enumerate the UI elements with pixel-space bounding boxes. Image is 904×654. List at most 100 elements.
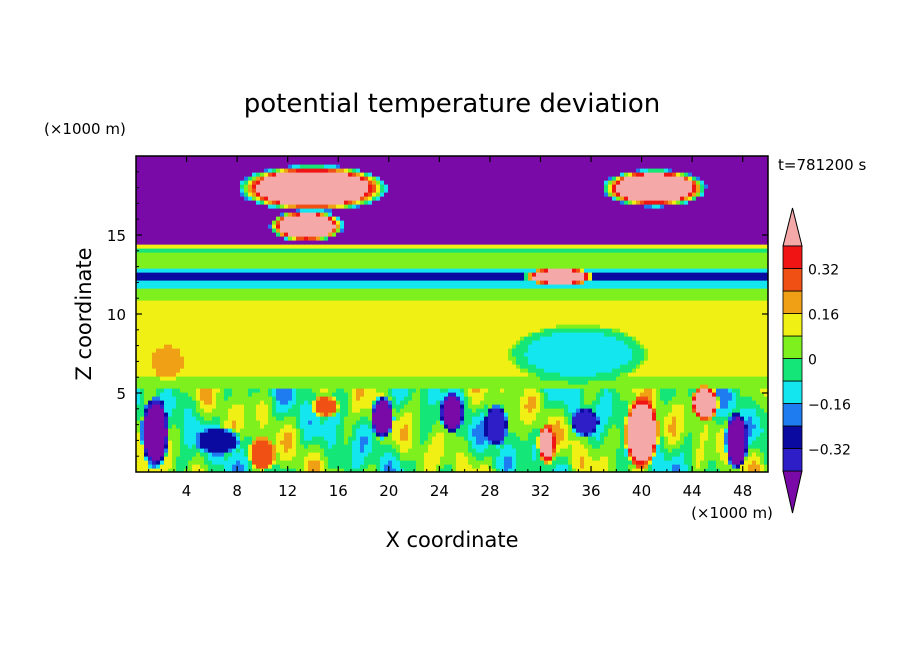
heatmap-cell bbox=[164, 400, 169, 405]
heatmap-cell bbox=[608, 348, 613, 353]
heatmap-cell bbox=[456, 388, 461, 393]
heatmap-cell bbox=[272, 388, 277, 393]
heatmap-cell bbox=[660, 396, 665, 401]
heatmap-cell bbox=[692, 460, 697, 465]
heatmap-cell bbox=[596, 408, 601, 413]
heatmap-cell bbox=[188, 356, 193, 361]
heatmap-cell bbox=[560, 412, 565, 417]
heatmap-cell bbox=[556, 412, 561, 417]
heatmap-cell bbox=[656, 380, 661, 385]
heatmap-cell bbox=[236, 464, 241, 469]
heatmap-cell bbox=[660, 416, 665, 421]
heatmap-cell bbox=[516, 372, 521, 377]
heatmap-cell bbox=[528, 364, 533, 369]
heatmap-cell bbox=[544, 380, 549, 385]
heatmap-cell bbox=[348, 360, 353, 365]
heatmap-cell bbox=[188, 408, 193, 413]
heatmap-cell bbox=[520, 436, 525, 441]
heatmap-cell bbox=[164, 440, 169, 445]
heatmap-cell bbox=[496, 372, 501, 377]
heatmap-cell bbox=[420, 388, 425, 393]
heatmap-cell bbox=[756, 412, 761, 417]
heatmap-cell bbox=[680, 388, 685, 393]
heatmap-cell bbox=[284, 388, 289, 393]
heatmap-cell bbox=[488, 380, 493, 385]
heatmap-cell bbox=[760, 396, 765, 401]
heatmap-cell bbox=[168, 348, 173, 353]
heatmap-cell bbox=[220, 344, 225, 349]
heatmap-cell bbox=[268, 404, 273, 409]
heatmap-cell bbox=[748, 400, 753, 405]
heatmap-cell bbox=[760, 376, 765, 381]
heatmap-cell bbox=[376, 384, 381, 389]
heatmap-cell bbox=[364, 428, 369, 433]
heatmap-cell bbox=[700, 360, 705, 365]
heatmap-cell bbox=[412, 436, 417, 441]
heatmap-cell bbox=[348, 348, 353, 353]
heatmap-cell bbox=[400, 448, 405, 453]
heatmap-cell bbox=[408, 384, 413, 389]
heatmap-cell bbox=[152, 468, 157, 472]
heatmap-cell bbox=[256, 436, 261, 441]
heatmap-cell bbox=[392, 384, 397, 389]
heatmap-cell bbox=[444, 404, 449, 409]
heatmap-cell bbox=[652, 396, 657, 401]
heatmap-cell bbox=[508, 396, 513, 401]
heatmap-cell bbox=[192, 436, 197, 441]
heatmap-cell bbox=[504, 380, 509, 385]
heatmap-cell bbox=[428, 428, 433, 433]
heatmap-cell bbox=[592, 380, 597, 385]
heatmap-cell bbox=[596, 384, 601, 389]
heatmap-cell bbox=[432, 436, 437, 441]
heatmap-cell bbox=[336, 436, 341, 441]
heatmap-cell bbox=[596, 464, 601, 469]
heatmap-cell bbox=[376, 404, 381, 409]
heatmap-cell bbox=[324, 388, 329, 393]
heatmap-cell bbox=[476, 456, 481, 461]
heatmap-cell bbox=[164, 456, 169, 461]
heatmap-cell bbox=[252, 416, 257, 421]
heatmap-cell bbox=[404, 372, 409, 377]
heatmap-cell bbox=[176, 404, 181, 409]
heatmap-cell bbox=[416, 464, 421, 469]
heatmap-cell bbox=[480, 388, 485, 393]
heatmap-cell bbox=[164, 344, 169, 349]
heatmap-cell bbox=[684, 348, 689, 353]
heatmap-cell bbox=[464, 372, 469, 377]
heatmap-cell bbox=[520, 360, 525, 365]
heatmap-cell bbox=[320, 408, 325, 413]
heatmap-cell bbox=[240, 424, 245, 429]
heatmap-cell bbox=[408, 400, 413, 405]
heatmap-cell bbox=[200, 424, 205, 429]
heatmap-cell bbox=[396, 420, 401, 425]
heatmap-cell bbox=[724, 456, 729, 461]
heatmap-cell bbox=[652, 388, 657, 393]
heatmap-cell bbox=[656, 416, 661, 421]
heatmap-cell bbox=[188, 468, 193, 472]
heatmap-cell bbox=[384, 356, 389, 361]
heatmap-cell bbox=[472, 368, 477, 373]
heatmap-cell bbox=[504, 432, 509, 437]
heatmap-cell bbox=[192, 388, 197, 393]
heatmap-cell bbox=[264, 432, 269, 437]
heatmap-cell bbox=[424, 404, 429, 409]
heatmap-cell bbox=[236, 424, 241, 429]
heatmap-cell bbox=[372, 348, 377, 353]
heatmap-cell bbox=[624, 464, 629, 469]
heatmap-cell bbox=[268, 360, 273, 365]
heatmap-cell bbox=[320, 444, 325, 449]
heatmap-cell bbox=[692, 424, 697, 429]
heatmap-cell bbox=[664, 456, 669, 461]
heatmap-cell bbox=[300, 384, 305, 389]
heatmap-cell bbox=[208, 392, 213, 397]
heatmap-cell bbox=[716, 460, 721, 465]
heatmap-cell bbox=[404, 448, 409, 453]
heatmap-cell bbox=[524, 432, 529, 437]
heatmap-cell bbox=[340, 424, 345, 429]
heatmap-cell bbox=[228, 364, 233, 369]
heatmap-cell bbox=[648, 376, 653, 381]
heatmap-cell bbox=[320, 436, 325, 441]
heatmap-cell bbox=[188, 396, 193, 401]
heatmap-cell bbox=[140, 456, 145, 461]
heatmap-cell bbox=[280, 368, 285, 373]
